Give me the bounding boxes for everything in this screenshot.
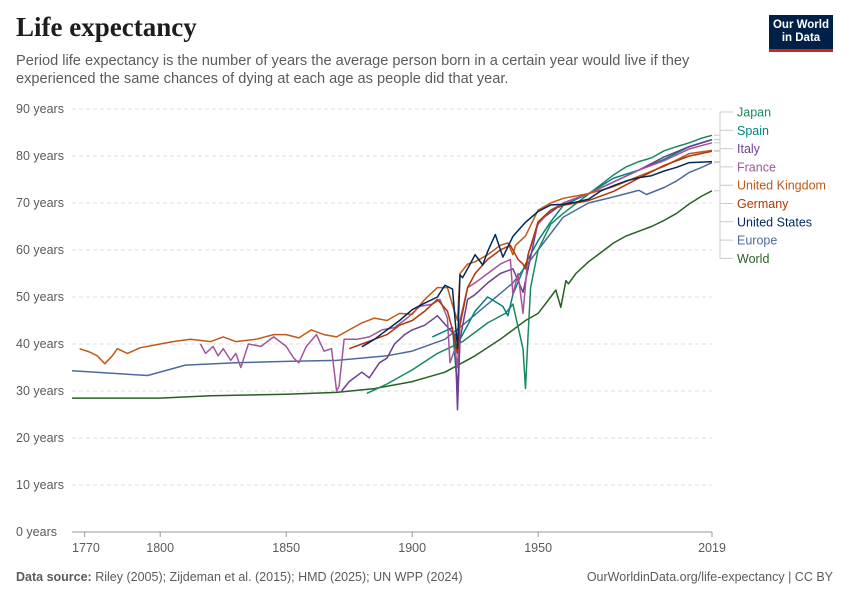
series-line-world[interactable] <box>72 190 713 399</box>
y-tick-label: 90 years <box>16 102 64 116</box>
series-line-spain[interactable] <box>431 138 713 390</box>
y-tick-label: 60 years <box>16 243 64 257</box>
x-tick-label: 2019 <box>698 541 726 555</box>
legend-connector <box>714 162 733 241</box>
legend-item-germany[interactable]: Germany <box>737 197 789 211</box>
x-tick-label: 1770 <box>72 541 100 555</box>
legend-item-spain[interactable]: Spain <box>737 124 769 138</box>
series-line-germany[interactable] <box>348 150 713 355</box>
data-source: Data source: Riley (2005); Zijdeman et a… <box>16 570 463 584</box>
series-lines <box>71 134 713 411</box>
series-line-united-states[interactable] <box>361 160 713 349</box>
legend-connector <box>714 111 733 136</box>
grid <box>72 108 712 533</box>
x-tick-label: 1950 <box>524 541 552 555</box>
series-line-united-kingdom[interactable] <box>79 149 713 365</box>
footer-link[interactable]: OurWorldinData.org/life-expectancy | CC … <box>586 570 833 584</box>
legend-item-france[interactable]: France <box>737 160 776 174</box>
data-source-text: Riley (2005); Zijdeman et al. (2015); HM… <box>95 570 463 584</box>
x-tick-label: 1900 <box>398 541 426 555</box>
legend-item-italy[interactable]: Italy <box>737 142 761 156</box>
y-tick-label: 20 years <box>16 431 64 445</box>
x-tick-label: 1800 <box>146 541 174 555</box>
axes: 0 years 10 years 20 years 30 years 40 years 5… <box>16 102 726 555</box>
legend-item-united-kingdom[interactable]: United Kingdom <box>737 179 826 193</box>
x-tick-label: 1850 <box>272 541 300 555</box>
chart-title: Life expectancy <box>16 12 197 42</box>
series-line-europe[interactable] <box>71 161 713 377</box>
logo-line-1: Our World <box>772 19 829 31</box>
legend-connector <box>714 139 733 150</box>
legend-item-world[interactable]: World <box>737 252 769 266</box>
y-tick-label: 70 years <box>16 196 64 210</box>
legend-connector <box>714 161 733 223</box>
chart-subtitle: Period life expectancy is the number of … <box>16 53 690 87</box>
owid-logo[interactable]: Our World in Data <box>769 15 833 52</box>
y-tick-label: 30 years <box>16 384 64 398</box>
legend-connector <box>714 190 733 259</box>
y-tick-label: 0 years <box>16 525 57 539</box>
y-tick-label: 40 years <box>16 337 64 351</box>
legend-item-japan[interactable]: Japan <box>737 106 771 120</box>
series-line-japan[interactable] <box>366 134 713 395</box>
data-source-label: Data source: <box>16 570 92 584</box>
legend-connector <box>714 142 733 168</box>
legend: Japan Spain Italy France United Kingdom Germa… <box>714 106 826 266</box>
y-tick-label: 50 years <box>16 290 64 304</box>
legend-item-united-states[interactable]: United States <box>737 215 812 229</box>
logo-line-2: in Data <box>781 32 821 44</box>
legend-connector <box>714 150 733 204</box>
y-tick-label: 80 years <box>16 149 64 163</box>
legend-item-europe[interactable]: Europe <box>737 234 777 248</box>
line-chart: 0 years 10 years 20 years 30 years 40 years 5… <box>16 102 826 555</box>
legend-connector <box>714 149 733 186</box>
y-tick-label: 10 years <box>16 478 64 492</box>
